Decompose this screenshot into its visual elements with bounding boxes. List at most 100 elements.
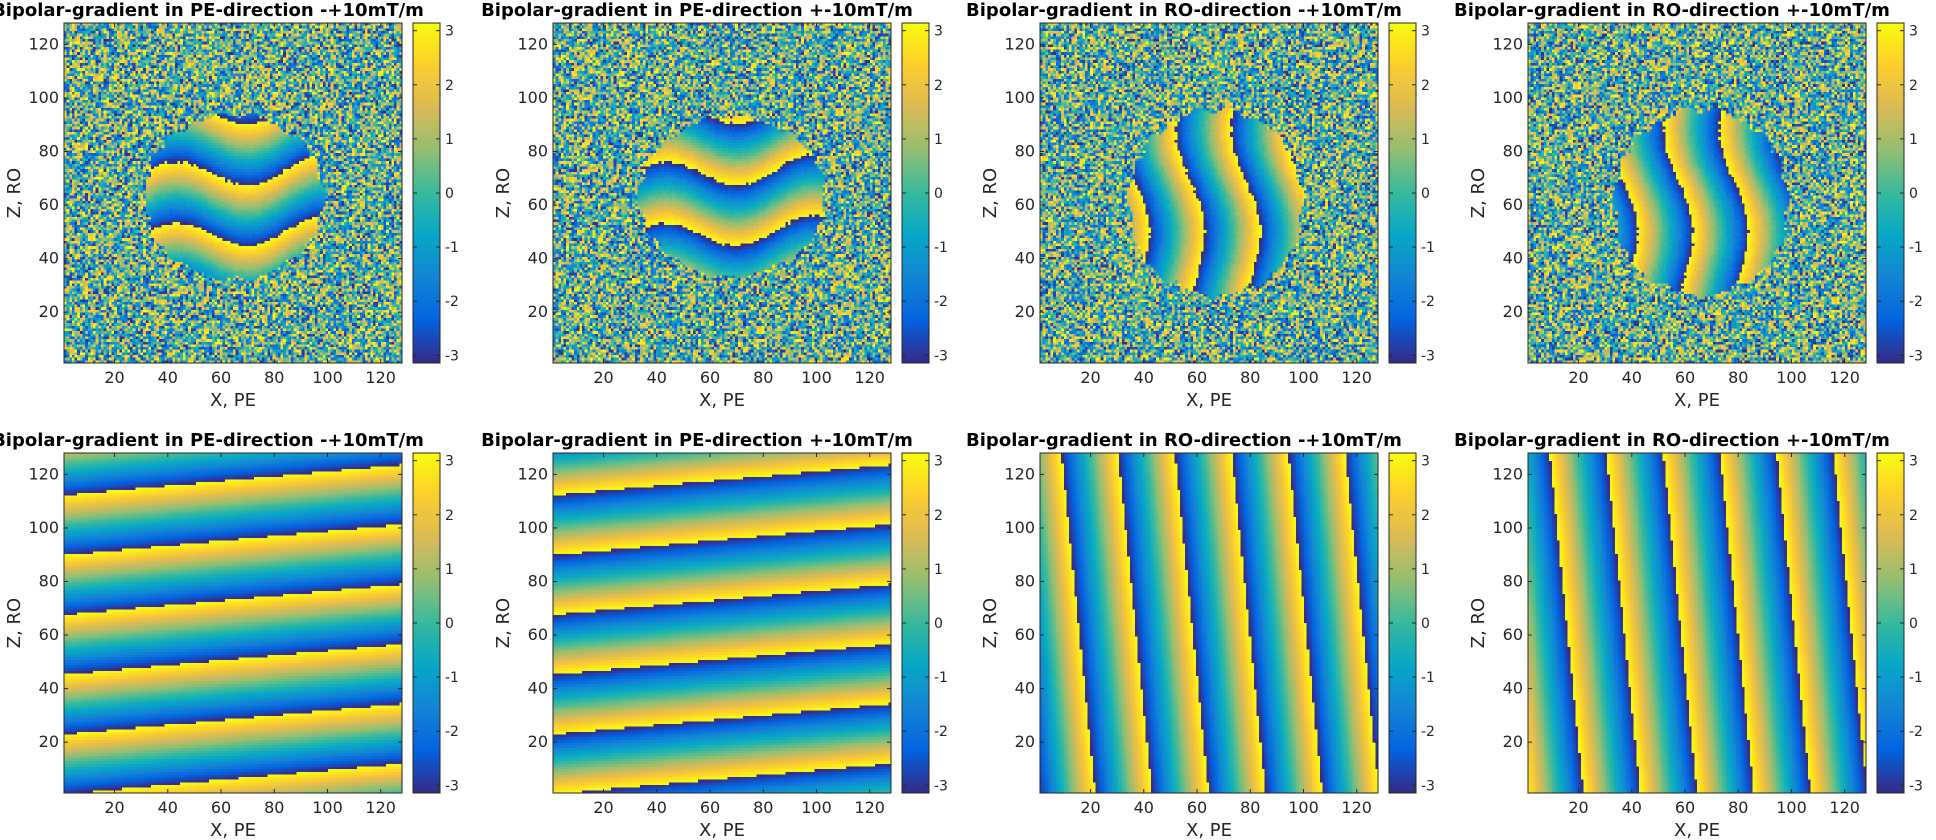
colorbar-gradient	[1877, 453, 1904, 793]
heatmap-image	[64, 453, 402, 793]
colorbar-tick-label: 3	[934, 454, 943, 470]
x-tick-label: 60	[211, 368, 231, 387]
colorbar-tick-label: -1	[445, 670, 459, 686]
x-tick-label: 60	[700, 798, 720, 817]
chart-title: Bipolar-gradient in PE-direction +-10mT/…	[481, 430, 913, 451]
axes-box	[1527, 452, 1867, 794]
x-tick-label: 120	[365, 798, 396, 817]
colorbar-tick-label: 2	[1421, 78, 1430, 94]
colorbar-tick-label: -3	[445, 778, 459, 794]
y-tick-label: 80	[528, 572, 548, 591]
y-tick-label: 80	[1015, 572, 1035, 591]
x-tick-label: 60	[211, 798, 231, 817]
colorbar-tick-label: 3	[445, 24, 454, 40]
chart-title: Bipolar-gradient in PE-direction +-10mT/…	[481, 0, 913, 21]
y-tick-label: 120	[517, 34, 548, 53]
x-tick-label: 80	[753, 798, 773, 817]
colorbar-tick-label: -1	[1909, 240, 1923, 256]
x-tick-label: 120	[1341, 798, 1372, 817]
x-tick-label: 40	[1622, 798, 1642, 817]
colorbar: -3 -2 -1 0 1 2 3	[1876, 22, 1923, 364]
x-tick-label: 120	[1829, 798, 1860, 817]
colorbar-tick-label: 2	[1421, 508, 1430, 524]
x-tick-label: 60	[1675, 368, 1695, 387]
axes-box	[63, 452, 403, 794]
x-tick-label: 80	[753, 368, 773, 387]
colorbar-tick-label: -2	[934, 294, 948, 310]
panel-2: Bipolar-gradient in PE-direction +-10mT/…	[481, 0, 948, 411]
y-tick-label: 60	[1503, 195, 1523, 214]
colorbar-gradient	[413, 453, 440, 793]
colorbar-tick-label: 1	[1421, 132, 1430, 148]
colorbar-tick-label: -2	[445, 294, 459, 310]
chart-title: Bipolar-gradient in PE-direction -+10mT/…	[0, 0, 424, 21]
colorbar-gradient	[413, 23, 440, 363]
colorbar-tick-label: 2	[1909, 508, 1918, 524]
colorbar-gradient	[1389, 23, 1416, 363]
x-tick-label: 80	[1240, 368, 1260, 387]
axes-box	[552, 452, 892, 794]
y-tick-label: 120	[1004, 34, 1035, 53]
y-tick-label: 60	[39, 195, 59, 214]
colorbar-tick-label: 3	[934, 24, 943, 40]
colorbar-tick-label: -1	[1421, 670, 1435, 686]
x-tick-label: 100	[801, 368, 832, 387]
colorbar-tick-label: -3	[934, 778, 948, 794]
colorbar-tick-label: -1	[934, 240, 948, 256]
colorbar: -3 -2 -1 0 1 2 3	[1876, 452, 1923, 794]
x-tick-label: 80	[264, 798, 284, 817]
colorbar: -3 -2 -1 0 1 2 3	[1388, 452, 1435, 794]
colorbar-tick-label: 1	[1421, 562, 1430, 578]
heatmap-image	[1528, 453, 1866, 793]
axes-box	[1039, 452, 1379, 794]
x-axis-label: X, PE	[1674, 390, 1720, 411]
x-tick-label: 40	[647, 798, 667, 817]
colorbar-tick-label: 1	[1909, 132, 1918, 148]
x-tick-label: 20	[1568, 368, 1588, 387]
y-tick-label: 80	[1015, 142, 1035, 161]
heatmap-image	[553, 453, 891, 793]
y-tick-label: 20	[528, 732, 548, 751]
x-tick-label: 40	[1134, 798, 1154, 817]
panel-4: Bipolar-gradient in RO-direction +-10mT/…	[1454, 0, 1923, 411]
x-axis-label: X, PE	[210, 820, 256, 840]
colorbar-tick-label: -2	[1909, 724, 1923, 740]
y-tick-label: 20	[39, 302, 59, 321]
y-tick-label: 100	[1004, 88, 1035, 107]
colorbar-tick-label: 0	[934, 616, 943, 632]
y-tick-label: 20	[1503, 302, 1523, 321]
panel-5: Bipolar-gradient in PE-direction -+10mT/…	[0, 430, 459, 840]
y-tick-label: 120	[1004, 464, 1035, 483]
colorbar-tick-label: -1	[934, 670, 948, 686]
colorbar-tick-label: -1	[445, 240, 459, 256]
x-tick-label: 80	[1728, 798, 1748, 817]
colorbar-tick-label: 0	[1909, 186, 1918, 202]
chart-title: Bipolar-gradient in PE-direction -+10mT/…	[0, 430, 424, 451]
y-tick-label: 80	[528, 142, 548, 161]
heatmap-image	[553, 23, 891, 363]
y-tick-label: 100	[1004, 518, 1035, 537]
y-tick-label: 80	[39, 572, 59, 591]
colorbar-tick-label: -2	[1421, 724, 1435, 740]
y-tick-label: 60	[39, 625, 59, 644]
y-tick-label: 80	[1503, 142, 1523, 161]
x-tick-label: 120	[365, 368, 396, 387]
colorbar-tick-label: 1	[445, 562, 454, 578]
colorbar-gradient	[902, 453, 929, 793]
colorbar-tick-label: 3	[1909, 24, 1918, 40]
y-tick-label: 20	[528, 302, 548, 321]
colorbar: -3 -2 -1 0 1 2 3	[412, 22, 459, 364]
x-tick-label: 60	[700, 368, 720, 387]
y-tick-label: 60	[528, 625, 548, 644]
x-tick-label: 20	[1568, 798, 1588, 817]
y-tick-label: 40	[528, 249, 548, 268]
y-axis-label: Z, RO	[493, 598, 514, 648]
colorbar-tick-label: 2	[1909, 78, 1918, 94]
colorbar-gradient	[902, 23, 929, 363]
y-axis-label: Z, RO	[1468, 598, 1489, 648]
x-tick-label: 20	[104, 368, 124, 387]
x-tick-label: 40	[1134, 368, 1154, 387]
colorbar-tick-label: 2	[934, 78, 943, 94]
colorbar-tick-label: -2	[1909, 294, 1923, 310]
